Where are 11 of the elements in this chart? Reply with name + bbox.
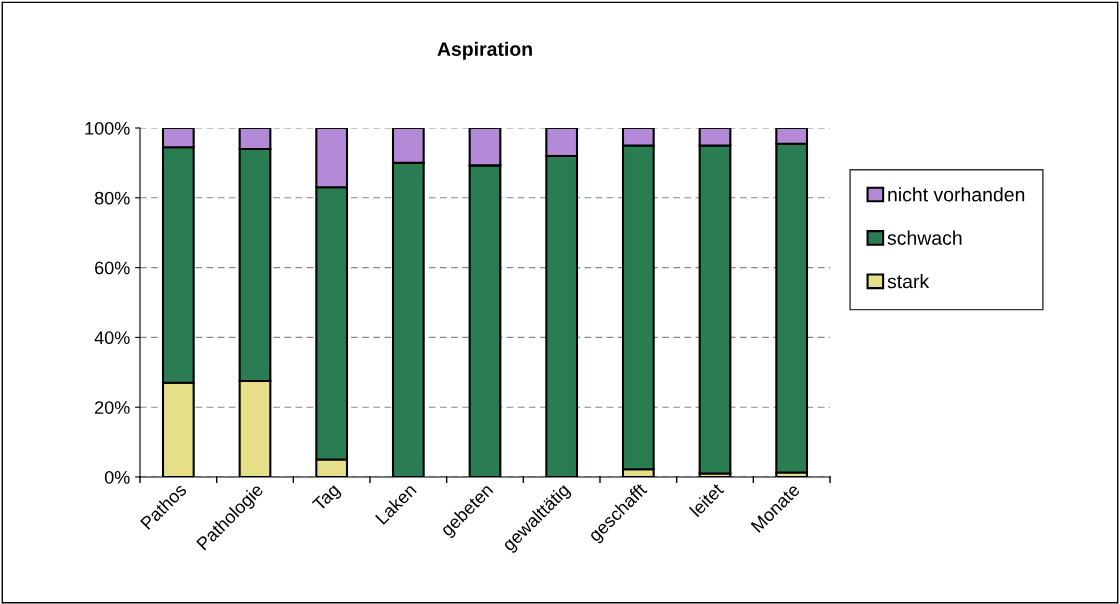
y-tick-label: 80% bbox=[94, 191, 130, 205]
y-tick-label: 60% bbox=[95, 261, 130, 275]
y-tick-label: 40% bbox=[94, 331, 130, 345]
chart-title: Aspiration bbox=[437, 41, 532, 60]
legend-label: nicht vorhanden bbox=[888, 187, 1025, 202]
x-tick-label: Tag bbox=[311, 483, 343, 515]
y-tick-label: 0% bbox=[104, 470, 130, 484]
y-tick-label: 20% bbox=[95, 401, 130, 414]
legend-label: schwach bbox=[887, 230, 962, 245]
y-tick-label: 100% bbox=[85, 121, 130, 135]
legend-label: stark bbox=[887, 274, 930, 289]
